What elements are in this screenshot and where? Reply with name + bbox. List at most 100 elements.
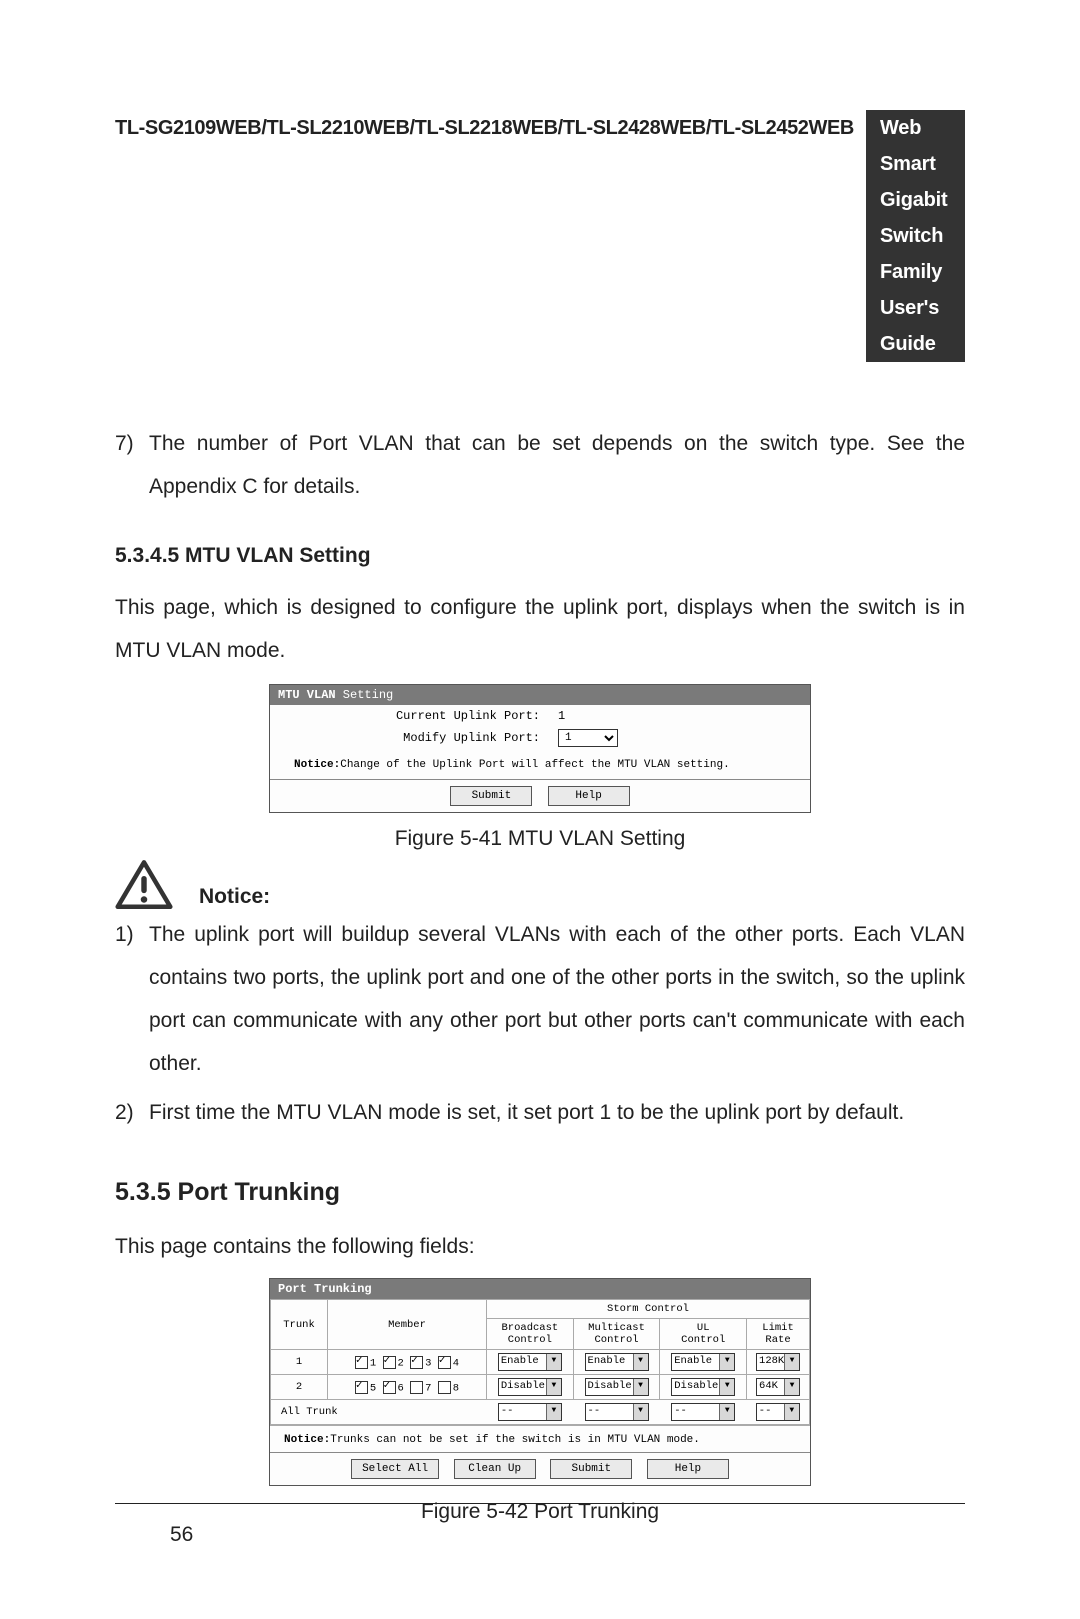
- page-number: 56: [170, 1523, 193, 1547]
- trunking-paragraph: This page contains the following fields:: [115, 1225, 965, 1268]
- dropdown[interactable]: Disable▼: [498, 1378, 562, 1396]
- multicast-cell[interactable]: Disable▼: [573, 1375, 660, 1400]
- mtu-title-bold: MTU VLAN: [278, 688, 336, 702]
- trunk-id: 2: [271, 1375, 328, 1400]
- col-limit: Limit Rate: [747, 1319, 810, 1350]
- member-checkbox[interactable]: [355, 1356, 368, 1369]
- mtu-paragraph: This page, which is designed to configur…: [115, 586, 965, 672]
- col-member: Member: [328, 1300, 487, 1350]
- port-trunking-panel: Port Trunking Trunk Member Storm Control…: [269, 1278, 811, 1486]
- member-checkbox[interactable]: [383, 1381, 396, 1394]
- col-broadcast: Broadcast Control: [487, 1319, 574, 1350]
- limit-cell[interactable]: 128K▼: [747, 1350, 810, 1375]
- mtu-modify-value[interactable]: 1: [558, 729, 618, 747]
- all-trunk-label: All Trunk: [271, 1400, 487, 1425]
- member-checkbox[interactable]: [410, 1381, 423, 1394]
- table-row: 11 2 3 4 Enable▼Enable▼Enable▼128K▼: [271, 1350, 810, 1375]
- mtu-panel-notice-label: Notice:: [294, 759, 340, 771]
- trunk-table: Trunk Member Storm Control Broadcast Con…: [270, 1299, 810, 1425]
- trunk-id: 1: [271, 1350, 328, 1375]
- member-checkbox[interactable]: [438, 1381, 451, 1394]
- header-guide-title: Web Smart Gigabit Switch Family User's G…: [866, 110, 965, 362]
- clean-up-button[interactable]: Clean Up: [454, 1459, 536, 1479]
- multicast-cell[interactable]: Enable▼: [573, 1350, 660, 1375]
- mtu-title-rest: Setting: [336, 688, 394, 702]
- warning-icon: [115, 859, 173, 911]
- list-item: 7) The number of Port VLAN that can be s…: [115, 422, 965, 508]
- list-item-number: 2): [115, 1091, 149, 1134]
- all-ul-select[interactable]: --▼: [660, 1400, 747, 1425]
- trunk-notice-label: Notice:: [284, 1434, 330, 1446]
- mtu-panel-title: MTU VLAN Setting: [270, 685, 810, 705]
- list-item-text: First time the MTU VLAN mode is set, it …: [149, 1091, 965, 1134]
- select-all-button[interactable]: Select All: [351, 1459, 439, 1479]
- member-port-number: 8: [453, 1382, 459, 1394]
- dropdown[interactable]: Enable▼: [498, 1353, 562, 1371]
- mtu-current-value: 1: [558, 709, 565, 723]
- member-port-number: 5: [370, 1382, 376, 1394]
- col-ul: UL Control: [660, 1319, 747, 1350]
- mtu-modify-label: Modify Uplink Port:: [280, 731, 558, 745]
- member-checkbox[interactable]: [410, 1356, 423, 1369]
- ul-cell[interactable]: Disable▼: [660, 1375, 747, 1400]
- notice-label: Notice:: [199, 884, 270, 911]
- broadcast-cell[interactable]: Enable▼: [487, 1350, 574, 1375]
- header-models: TL-SG2109WEB/TL-SL2210WEB/TL-SL2218WEB/T…: [115, 110, 866, 362]
- figure-caption-mtu: Figure 5-41 MTU VLAN Setting: [115, 827, 965, 851]
- help-button[interactable]: Help: [647, 1459, 729, 1479]
- all-limit-select[interactable]: --▼: [747, 1400, 810, 1425]
- dropdown[interactable]: 64K▼: [756, 1378, 800, 1396]
- dropdown[interactable]: Enable▼: [671, 1353, 735, 1371]
- section-heading-trunking: 5.3.5 Port Trunking: [115, 1178, 965, 1207]
- page-header: TL-SG2109WEB/TL-SL2210WEB/TL-SL2218WEB/T…: [115, 110, 965, 362]
- mtu-current-row: Current Uplink Port: 1: [270, 705, 810, 725]
- list-item-text: The number of Port VLAN that can be set …: [149, 422, 965, 508]
- list-item-number: 7): [115, 422, 149, 508]
- list-item-number: 1): [115, 913, 149, 1085]
- dropdown[interactable]: Disable▼: [671, 1378, 735, 1396]
- trunk-notice-text: Trunks can not be set if the switch is i…: [330, 1434, 700, 1446]
- trunk-title-bold: Port Trunking: [278, 1282, 372, 1296]
- ul-cell[interactable]: Enable▼: [660, 1350, 747, 1375]
- dropdown[interactable]: Enable▼: [585, 1353, 649, 1371]
- member-port-number: 7: [425, 1382, 431, 1394]
- mtu-current-label: Current Uplink Port:: [280, 709, 558, 723]
- col-multicast: Multicast Control: [573, 1319, 660, 1350]
- page: TL-SG2109WEB/TL-SL2210WEB/TL-SL2218WEB/T…: [0, 0, 1080, 1619]
- member-cell: 1 2 3 4: [328, 1350, 487, 1375]
- member-port-number: 1: [370, 1357, 376, 1369]
- member-checkbox[interactable]: [383, 1356, 396, 1369]
- trunk-panel-notice: Notice:Trunks can not be set if the swit…: [270, 1425, 810, 1453]
- broadcast-cell[interactable]: Disable▼: [487, 1375, 574, 1400]
- section-heading-mtu: 5.3.4.5 MTU VLAN Setting: [115, 544, 965, 568]
- list-item: 1)The uplink port will buildup several V…: [115, 913, 965, 1085]
- member-port-number: 2: [398, 1357, 404, 1369]
- member-port-number: 4: [453, 1357, 459, 1369]
- list-item-text: The uplink port will buildup several VLA…: [149, 913, 965, 1085]
- member-checkbox[interactable]: [355, 1381, 368, 1394]
- member-cell: 5 6 7 8: [328, 1375, 487, 1400]
- member-port-number: 6: [398, 1382, 404, 1394]
- all-broadcast-select[interactable]: --▼: [487, 1400, 574, 1425]
- figure-caption-trunking: Figure 5-42 Port Trunking: [115, 1500, 965, 1524]
- notice-header: Notice:: [115, 859, 965, 911]
- mtu-modify-row: Modify Uplink Port: 1: [270, 725, 810, 749]
- trunk-button-row: Select All Clean Up Submit Help: [270, 1453, 810, 1485]
- help-button[interactable]: Help: [548, 786, 630, 806]
- col-storm-header: Storm Control: [487, 1300, 810, 1319]
- trunk-panel-title: Port Trunking: [270, 1279, 810, 1299]
- member-checkbox[interactable]: [438, 1356, 451, 1369]
- member-port-number: 3: [425, 1357, 431, 1369]
- table-row: 25 6 7 8 Disable▼Disable▼Disable▼64K▼: [271, 1375, 810, 1400]
- mtu-modify-select[interactable]: 1: [558, 729, 618, 747]
- mtu-vlan-setting-panel: MTU VLAN Setting Current Uplink Port: 1 …: [269, 684, 811, 813]
- footer-rule: [115, 1503, 965, 1504]
- all-multicast-select[interactable]: --▼: [573, 1400, 660, 1425]
- submit-button[interactable]: Submit: [550, 1459, 632, 1479]
- limit-cell[interactable]: 64K▼: [747, 1375, 810, 1400]
- dropdown[interactable]: 128K▼: [756, 1353, 800, 1371]
- submit-button[interactable]: Submit: [450, 786, 532, 806]
- mtu-panel-notice-text: Change of the Uplink Port will affect th…: [340, 759, 729, 771]
- col-trunk: Trunk: [271, 1300, 328, 1350]
- dropdown[interactable]: Disable▼: [585, 1378, 649, 1396]
